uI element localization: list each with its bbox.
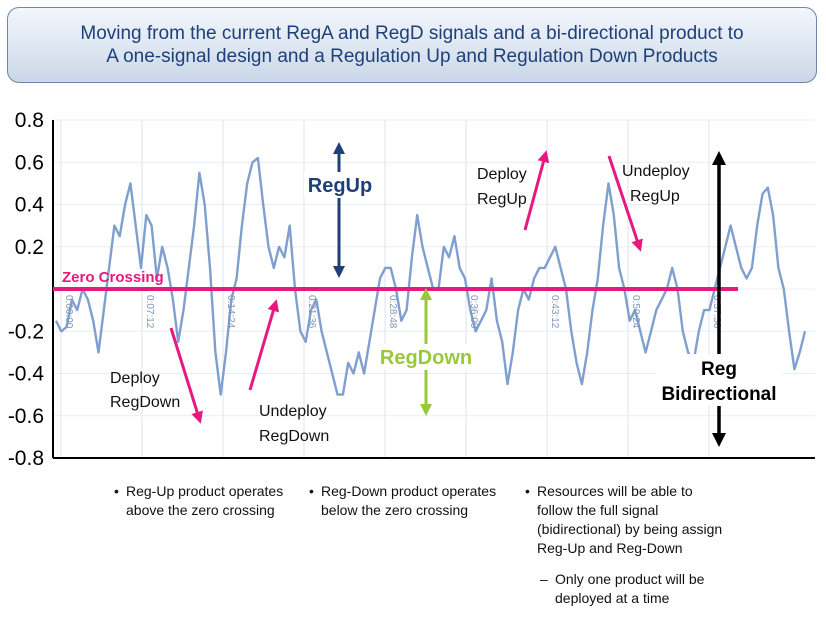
undeploy-regup-arrow [607, 155, 643, 252]
bullet-text: (bidirectional) by being assign [537, 521, 723, 537]
regup-label: RegUp [308, 175, 372, 197]
deploy-regup-label: RegUp [477, 191, 527, 208]
x-tick-label: 0:21:36 [306, 295, 317, 329]
signal-chart: 0.8 0.6 0.4 0.2 -0.2 -0.4 -0.6 -0.8 0:00:00 0:07:… [8, 109, 815, 470]
sub-bullet-text: deployed at a time [555, 590, 670, 606]
bullet-bidirectional: • Resources will be able to follow the f… [525, 482, 723, 558]
bullet-text: Reg-Up and Reg-Down [537, 540, 683, 556]
regup-label-bg [304, 172, 376, 198]
undeploy-regdown-label: Undeploy [259, 403, 327, 420]
bullet-dot-icon: • [114, 483, 119, 499]
y-tick-label: -0.2 [8, 320, 44, 343]
bullet-text: below the zero crossing [321, 502, 469, 518]
bidirectional-label-bg [656, 354, 782, 406]
bidirectional-label-2: Bidirectional [661, 384, 776, 405]
bullet-text: Reg-Up product operates [126, 483, 284, 499]
undeploy-regup-label: RegUp [630, 188, 680, 205]
y-tick-label: -0.8 [8, 447, 44, 470]
y-tick-label: 0.6 [15, 151, 44, 174]
title-line-2: A one-signal design and a Regulation Up … [106, 46, 718, 67]
x-tick-label: 0:14:24 [225, 295, 236, 329]
regdown-label-bg [378, 344, 474, 370]
undeploy-regdown-label: RegDown [259, 428, 329, 445]
title-banner: Moving from the current RegA and RegD si… [7, 7, 817, 83]
undeploy-regup-label: Undeploy [622, 163, 690, 180]
deploy-regdown-label: Deploy [110, 370, 160, 387]
y-tick-label: 0.8 [15, 109, 44, 132]
bullet-text: above the zero crossing [126, 502, 275, 518]
x-tick-label: 0:50:24 [630, 295, 641, 329]
undeploy-regdown-arrow [248, 299, 280, 391]
bullet-regup: • Reg-Up product operates above the zero… [114, 482, 284, 520]
dash-icon: – [540, 571, 548, 587]
sub-bullet-text: Only one product will be [555, 571, 705, 587]
y-tick-label: 0.2 [15, 236, 44, 259]
x-tick-label: 0:00:00 [63, 295, 74, 329]
x-tick-label: 0:36:00 [468, 295, 479, 329]
title-line-1: Moving from the current RegA and RegD si… [80, 23, 744, 44]
y-tick-label: -0.4 [8, 363, 45, 386]
bullet-regdown: • Reg-Down product operates below the ze… [309, 482, 497, 520]
x-tick-label: 0:28:48 [387, 295, 398, 329]
bullet-text: Reg-Down product operates [321, 483, 497, 499]
x-tick-label: 0:43:12 [549, 295, 560, 329]
bullet-dot-icon: • [309, 483, 314, 499]
deploy-regup-arrow [523, 150, 550, 231]
signal-line [54, 156, 807, 396]
deploy-regdown-label: RegDown [110, 394, 180, 411]
deploy-regup-label: Deploy [477, 166, 527, 183]
x-tick-label: 0:07:12 [144, 295, 155, 329]
bullet-text: follow the full signal [537, 502, 659, 518]
bullet-text: Resources will be able to [537, 483, 693, 499]
bidirectional-label-1: Reg [701, 359, 737, 380]
deploy-regdown-arrow [169, 327, 203, 424]
sub-bullet: – Only one product will be deployed at a… [540, 570, 705, 608]
zero-crossing-label: Zero Crossing [62, 269, 164, 286]
y-tick-label: 0.4 [15, 194, 45, 217]
regdown-label: RegDown [380, 347, 472, 369]
bullet-dot-icon: • [525, 483, 530, 499]
y-tick-label: -0.6 [8, 405, 44, 428]
